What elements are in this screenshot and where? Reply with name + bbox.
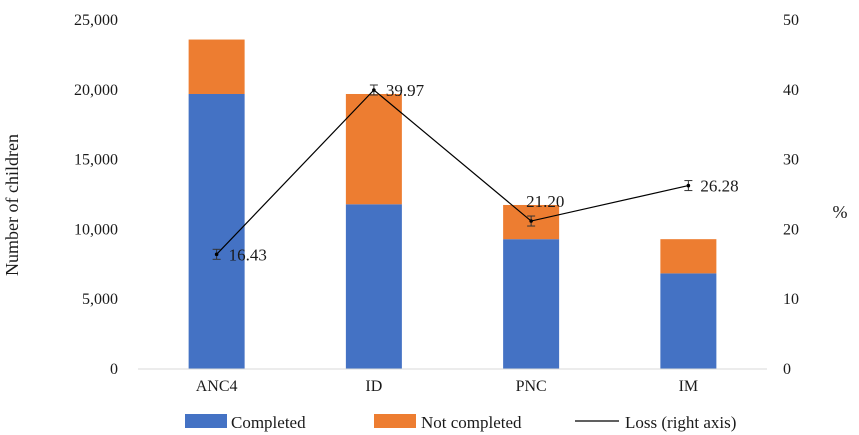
bar-not-completed-im — [660, 239, 717, 274]
legend-swatch-not-completed — [374, 414, 416, 428]
loss-line-layer: 16.43 39.97 21.20 26.28 — [212, 81, 739, 264]
loss-point — [529, 219, 533, 223]
right-axis-ticks: 0 10 20 30 40 50 — [783, 12, 799, 378]
y-tick-label: 15,000 — [74, 152, 118, 169]
y-tick-label: 10,000 — [74, 221, 118, 238]
y-tick-label: 5,000 — [82, 291, 118, 308]
loss-line — [216, 89, 689, 255]
legend: Completed Not completed Loss (right axis… — [185, 413, 736, 432]
legend-item-loss: Loss (right axis) — [575, 413, 736, 432]
category-labels: ANC4 ID PNC IM — [196, 378, 698, 395]
y2-tick-label: 30 — [783, 152, 799, 169]
y2-tick-label: 40 — [783, 82, 799, 99]
bar-completed-anc4 — [188, 93, 245, 369]
legend-swatch-completed — [185, 414, 227, 428]
loss-data-label: 16.43 — [229, 245, 267, 264]
y2-tick-label: 20 — [783, 221, 799, 238]
bar-not-completed-anc4 — [188, 39, 245, 94]
y2-tick-label: 0 — [783, 361, 791, 378]
bars — [188, 39, 717, 369]
loss-point — [214, 252, 219, 257]
left-axis-ticks: 0 5,000 10,000 15,000 20,000 25,000 — [74, 12, 118, 378]
x-tick-label: ANC4 — [196, 378, 238, 395]
y2-axis-title: % — [833, 202, 848, 222]
y-tick-label: 25,000 — [74, 12, 118, 29]
y2-tick-label: 50 — [783, 12, 799, 29]
legend-item-not-completed: Not completed — [374, 413, 522, 432]
x-tick-label: IM — [679, 378, 699, 395]
bar-completed-im — [660, 273, 717, 369]
loss-data-label: 26.28 — [700, 177, 738, 196]
bar-completed-id — [345, 204, 402, 369]
bar-completed-pnc — [503, 239, 560, 369]
loss-data-label: 21.20 — [526, 192, 564, 211]
loss-point — [372, 88, 376, 92]
loss-point — [686, 183, 691, 188]
legend-label-completed: Completed — [231, 413, 306, 432]
y-tick-label: 0 — [110, 361, 118, 378]
x-tick-label: PNC — [516, 378, 547, 395]
x-tick-label: ID — [365, 378, 382, 395]
legend-label-loss: Loss (right axis) — [625, 413, 736, 432]
loss-data-label: 39.97 — [386, 81, 425, 100]
legend-item-completed: Completed — [185, 413, 306, 432]
y2-tick-label: 10 — [783, 291, 799, 308]
legend-label-not-completed: Not completed — [421, 413, 522, 432]
bar-not-completed-id — [345, 93, 402, 205]
y-axis-title: Number of children — [2, 134, 22, 276]
y-tick-label: 20,000 — [74, 82, 118, 99]
